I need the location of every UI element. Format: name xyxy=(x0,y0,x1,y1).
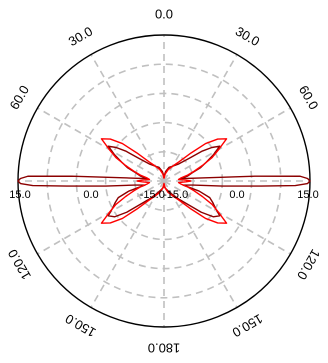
grid-ring xyxy=(46,63,282,299)
angle-tick-label: 180.0 xyxy=(148,341,181,356)
angle-tick-label: 120.0 xyxy=(5,247,34,283)
grid-ring xyxy=(104,121,224,241)
grid-spoke xyxy=(163,180,238,308)
angle-tick-label: 30.0 xyxy=(233,23,262,49)
grid-spoke xyxy=(90,180,165,308)
series-2-line xyxy=(100,138,228,224)
grid-layer xyxy=(17,34,311,328)
radial-tick-label: -15.0 xyxy=(140,189,165,201)
radial-tick-label: -15.0 xyxy=(163,189,188,201)
grid-spoke xyxy=(163,107,291,182)
radial-tick-label: 15.0 xyxy=(9,189,30,201)
series-layer xyxy=(17,138,311,224)
grid-spoke xyxy=(163,54,238,182)
angle-tick-label: 150.0 xyxy=(63,311,99,340)
grid-spoke xyxy=(163,180,291,255)
grid-spoke xyxy=(37,107,165,182)
angle-tick-label: 120.0 xyxy=(294,247,323,283)
grid-spoke xyxy=(37,180,165,255)
radial-tick-label: 15.0 xyxy=(297,189,318,201)
angle-tick-label: 30.0 xyxy=(66,23,95,49)
angle-tick-label: 60.0 xyxy=(296,83,322,112)
radial-tick-label: 0.0 xyxy=(229,189,244,201)
angle-tick-label: 0.0 xyxy=(155,6,173,21)
radial-tick-label: 0.0 xyxy=(83,189,98,201)
angle-tick-label: 150.0 xyxy=(230,311,266,340)
grid-spoke xyxy=(90,54,165,182)
angle-tick-label: 60.0 xyxy=(6,83,32,112)
